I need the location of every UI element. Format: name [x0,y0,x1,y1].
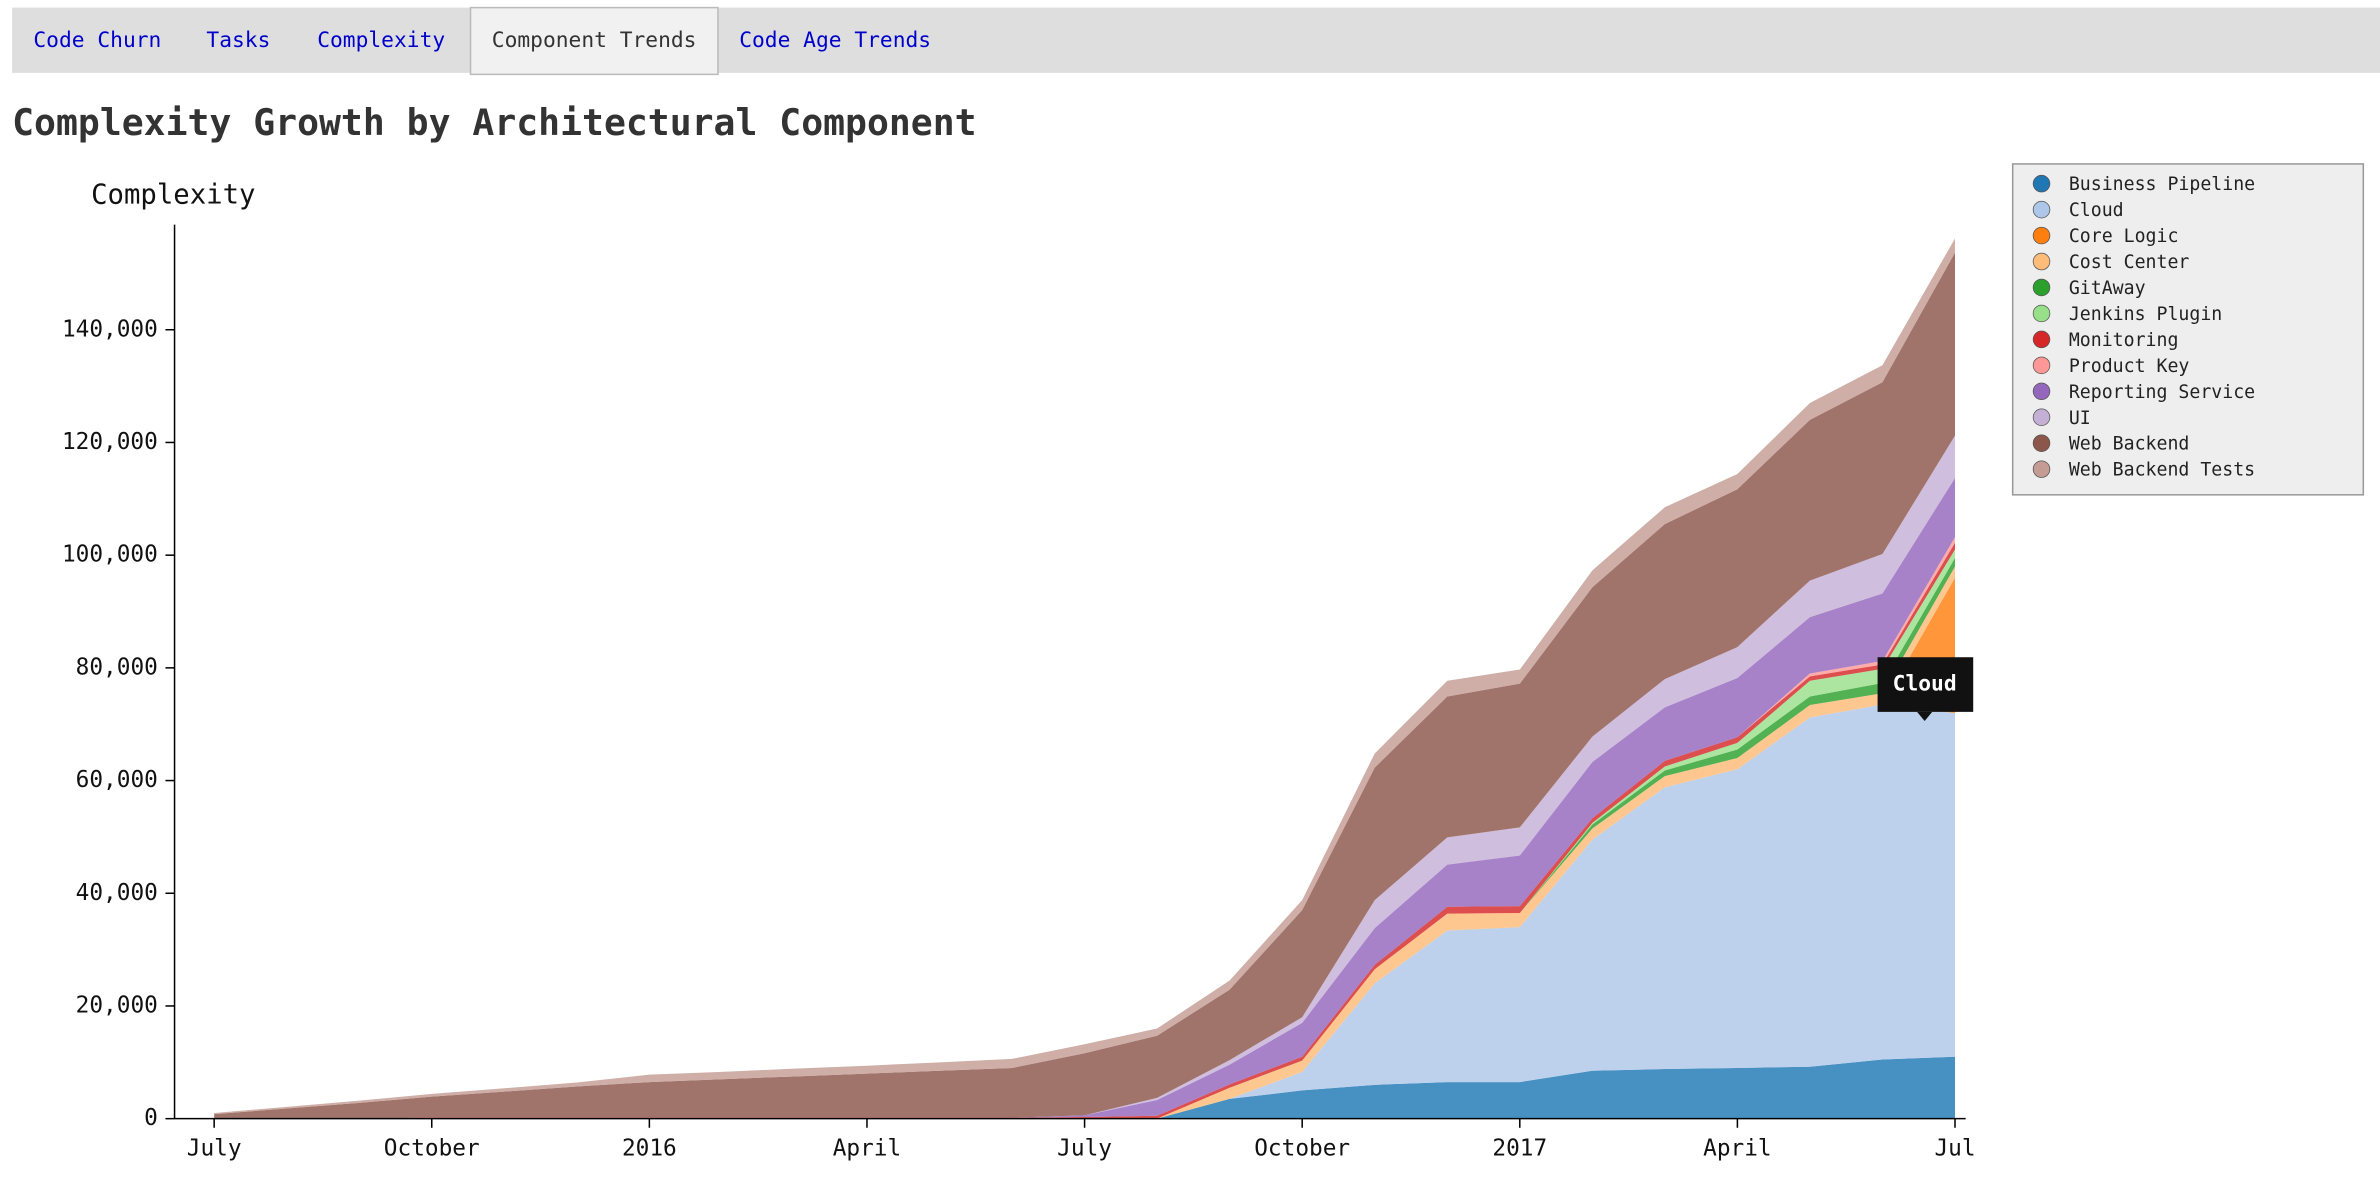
legend: Business Pipeline Cloud Core Logic Cost Cen… [2032,174,2255,481]
x-tick-label: 2017 [1492,1136,1547,1162]
x-tick-label: July [1057,1136,1112,1162]
plot: 0 20,000 40,000 60,000 80,000 100,000 120,000 1… [62,224,1976,1162]
y-tick-label: 100,000 [62,542,158,568]
legend-swatch [2032,174,2051,193]
y-tick-label: 60,000 [76,767,158,793]
tab-bar [12,7,2380,73]
x-tick-label: October [384,1136,480,1162]
legend-swatch [2032,382,2051,401]
tooltip-box [1877,657,1974,712]
legend-swatch [2032,408,2051,426]
y-tick-label: 80,000 [76,654,158,680]
legend-label[interactable]: Web Backend Tests [2069,460,2255,481]
x-tick-label: October [1254,1136,1350,1162]
legend-label[interactable]: Reporting Service [2069,382,2255,403]
x-tick-label: April [1703,1136,1771,1162]
legend-label[interactable]: Monitoring [2069,330,2179,351]
x-tick-label: April [833,1136,901,1162]
y-tick-label: 20,000 [76,992,158,1018]
legend-label[interactable]: Cloud [2069,200,2124,221]
legend-label[interactable]: Business Pipeline [2069,174,2255,195]
tab[interactable]: Code Churn [33,28,161,53]
active-tab [469,6,719,76]
legend-box [2011,163,2365,496]
legend-label[interactable]: Jenkins Plugin [2069,304,2222,325]
area [214,477,1955,1119]
tab[interactable]: Tasks [206,28,270,53]
y-tick-label: 0 [144,1105,158,1131]
y-axis-label: Complexity [91,179,255,210]
area [214,704,1955,1119]
area [214,252,1955,1119]
tabs: Code Churn Tasks Complexity Component Trend… [33,6,931,76]
legend-swatch [2032,304,2051,323]
area [214,1056,1955,1119]
chart-title: Complexity Growth by Architectural Compo… [12,101,976,144]
tab[interactable]: Component Trends [492,28,697,53]
legend-label[interactable]: UI [2069,408,2091,429]
x-tick-label: 2016 [622,1136,677,1162]
legend-swatch [2032,278,2051,297]
y-tick-label: 140,000 [62,316,158,342]
tab[interactable]: Code Age Trends [739,28,931,53]
legend-swatch [2032,460,2051,478]
legend-label[interactable]: Cost Center [2069,252,2190,273]
legend-label[interactable]: Product Key [2069,356,2190,377]
y-tick-label: 40,000 [76,880,158,906]
legend-swatch [2032,252,2051,271]
legend-swatch [2032,330,2051,349]
legend-swatch [2032,356,2051,375]
legend-swatch [2032,200,2051,219]
legend-swatch [2032,226,2051,245]
x-tick-label: July [187,1136,242,1162]
legend-label[interactable]: GitAway [2069,278,2146,299]
tooltip-text: Cloud [1893,672,1957,697]
tooltip-pointer [1917,711,1933,721]
tab[interactable]: Complexity [317,28,445,53]
legend-swatch [2032,434,2051,452]
x-tick-label: Jul [1934,1136,1975,1162]
legend-label[interactable]: Web Backend [2069,434,2190,455]
tooltip: Cloud [1877,657,1974,721]
y-tick-label: 120,000 [62,429,158,455]
legend-label[interactable]: Core Logic [2069,226,2179,247]
